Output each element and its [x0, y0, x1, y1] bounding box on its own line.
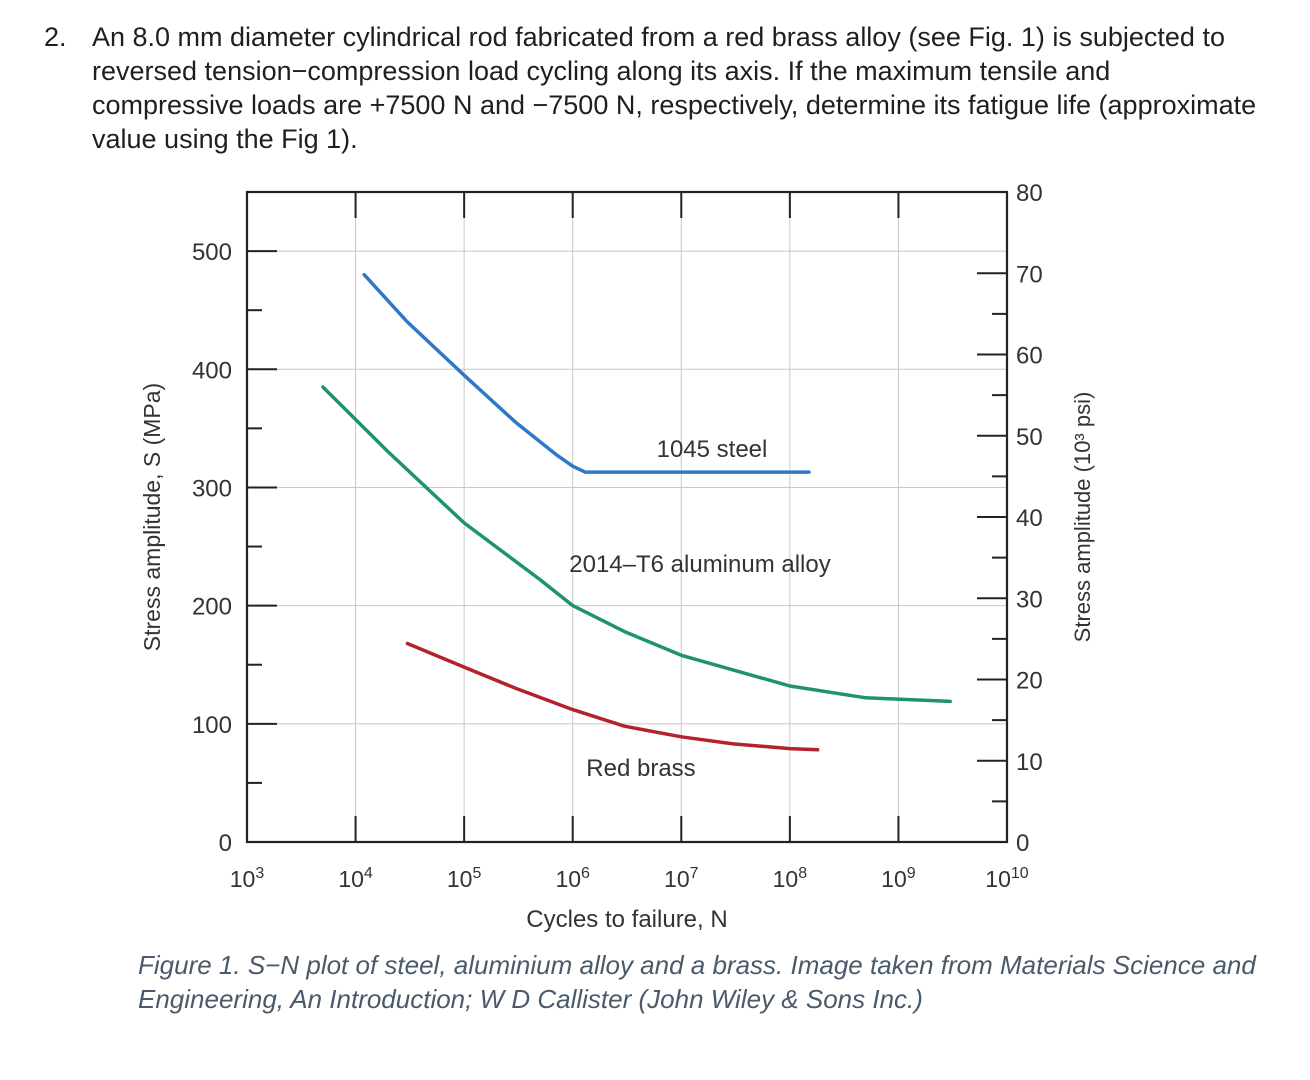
grid-lines: [247, 192, 1007, 842]
y-tick-label: 400: [192, 357, 232, 384]
y2-tick-label: 20: [1016, 668, 1043, 695]
problem-number: 2.: [44, 22, 67, 52]
y2-tick-label: 80: [1016, 180, 1043, 207]
x-tick-label: 103: [230, 865, 265, 892]
x-axis-title: Cycles to failure, N: [526, 906, 727, 933]
series-line-2: [405, 641, 820, 752]
series-label-1: 2014–T6 aluminum alloy: [569, 551, 830, 578]
x-tick-label: 109: [881, 865, 916, 892]
y2-tick-label: 70: [1016, 261, 1043, 288]
y-tick-label: 200: [192, 594, 232, 621]
series-line-0: [362, 272, 811, 474]
series-line-1: [321, 385, 952, 704]
x-tick-label: 107: [664, 865, 699, 892]
x-tick-label: 106: [555, 865, 590, 892]
problem-text: An 8.0 mm diameter cylindrical rod fabri…: [92, 22, 1257, 154]
y2-tick-label: 0: [1016, 830, 1029, 857]
series-label-0: 1045 steel: [657, 436, 768, 463]
x-tick-label: 1010: [985, 865, 1028, 892]
x-tick-label: 108: [773, 865, 808, 892]
y2-tick-label: 30: [1016, 586, 1043, 613]
y2-tick-label: 10: [1016, 749, 1043, 776]
y2-tick-label: 50: [1016, 424, 1043, 451]
y2-tick-label: 40: [1016, 505, 1043, 532]
axis-labels: 103 104 105 106 107 108 109 1010010020030040050…: [139, 180, 1095, 933]
x-tick-label: 104: [338, 865, 373, 892]
data-series: [321, 272, 952, 752]
y-tick-label: 300: [192, 475, 232, 502]
y-axis-title: Stress amplitude, S (MPa): [139, 383, 165, 651]
y2-tick-label: 60: [1016, 343, 1043, 370]
series-label-2: Red brass: [586, 755, 695, 782]
plot-frame: [245, 190, 1009, 844]
problem-statement: 2. An 8.0 mm diameter cylindrical rod fa…: [44, 20, 1264, 156]
y2-axis-title: Stress amplitude (10³ psi): [1070, 392, 1095, 643]
y-tick-label: 500: [192, 239, 232, 266]
figure-caption: Figure 1. S−N plot of steel, aluminium a…: [138, 950, 1256, 1014]
x-tick-label: 105: [447, 865, 482, 892]
y-tick-label: 100: [192, 712, 232, 739]
axis-ticks: [247, 192, 1007, 842]
y-tick-label: 0: [219, 830, 232, 857]
